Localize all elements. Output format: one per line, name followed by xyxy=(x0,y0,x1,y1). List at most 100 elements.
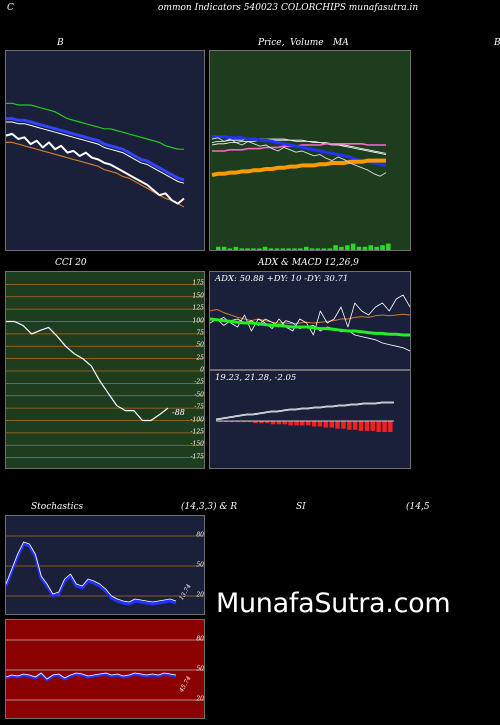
tick-label: -150 xyxy=(190,440,204,448)
macd-hist-bar xyxy=(370,421,375,431)
rsi-white-line xyxy=(6,672,177,680)
signal-line xyxy=(215,401,394,420)
tick-label: 80 xyxy=(196,531,204,539)
volume-bar xyxy=(239,248,244,250)
volume-bar xyxy=(315,248,321,250)
volume-bar xyxy=(245,248,250,250)
macd-hist-bar xyxy=(218,421,223,423)
bb-middle-line xyxy=(6,121,185,184)
stoch-k-line xyxy=(6,542,177,606)
tick-label: 80 xyxy=(196,635,204,643)
macd-hist-bar xyxy=(388,421,393,432)
macd-hist-bar xyxy=(335,421,340,429)
tick-label: -175 xyxy=(190,453,204,461)
volume-bar xyxy=(321,248,327,250)
price-ma-panel xyxy=(209,50,411,251)
volume-bar xyxy=(345,245,350,250)
macd-panel xyxy=(209,370,411,469)
volume-bar xyxy=(327,248,332,250)
price-line xyxy=(211,137,387,177)
macd-hist-bar xyxy=(300,421,305,426)
macd-hist-bar xyxy=(270,421,276,425)
adx-orange-line xyxy=(210,308,410,325)
macd-chart xyxy=(215,401,394,432)
macd-hist-bar xyxy=(276,421,282,425)
rsi-title: SI xyxy=(296,502,306,512)
rsi-tick-labels: 80 50 20 xyxy=(172,619,204,719)
bb-middle-band xyxy=(6,117,185,182)
tick-label: -75 xyxy=(194,403,204,411)
tick-label: 50 xyxy=(196,341,204,349)
macd-hist-bar xyxy=(282,421,287,425)
header-left-letter: C xyxy=(7,3,14,13)
stoch-tick-labels: 80 50 20 xyxy=(172,515,204,615)
volume-bar xyxy=(356,246,362,250)
bollinger-panel xyxy=(5,50,205,251)
adx-values-label: ADX: 50.88 +DY: 10 -DY: 30.71 xyxy=(215,274,349,284)
tick-label: -125 xyxy=(190,428,204,436)
volume-bar xyxy=(257,248,262,250)
rsi-chart xyxy=(6,639,204,701)
macd-hist-bar xyxy=(223,421,229,423)
volume-bar xyxy=(233,246,239,250)
tick-label: 0 xyxy=(200,366,204,374)
adx-line xyxy=(210,317,410,337)
macd-hist-bar xyxy=(382,421,387,432)
ma-blue-line xyxy=(212,135,387,167)
volume-bar xyxy=(386,243,391,250)
macd-hist-bar xyxy=(288,421,293,426)
volume-bar xyxy=(350,243,356,250)
cci-panel xyxy=(5,271,205,469)
watermark: MunafaSutra.com xyxy=(216,588,451,619)
volume-bar xyxy=(362,246,368,250)
macd-hist-bar xyxy=(259,421,264,424)
tick-label: 125 xyxy=(192,304,204,312)
bb-lower-line xyxy=(6,141,185,208)
macd-hist-bar xyxy=(329,421,334,428)
volume-bar xyxy=(292,248,297,250)
cci-tick-labels: 175 150 125 100 75 50 25 0 -25 -50 -75 -100 -125 -150… xyxy=(172,271,204,469)
ma-title: MA xyxy=(333,38,349,48)
adx-panel xyxy=(209,271,411,370)
stochastics-chart xyxy=(6,535,204,606)
adx-macd-title: ADX & MACD 12,26,9 xyxy=(258,258,359,268)
stoch-params: (14,3,3) & R xyxy=(181,502,238,512)
macd-hist-bar xyxy=(229,421,235,423)
volume-bar xyxy=(274,248,280,250)
cci-chart xyxy=(6,283,204,459)
volume-bar xyxy=(286,248,291,250)
ma-white-line-2 xyxy=(211,139,387,155)
cci-value-label: -88 xyxy=(172,408,185,417)
cci-line xyxy=(6,320,169,422)
volume-bar xyxy=(268,248,274,250)
macd-hist-bar xyxy=(341,421,346,429)
stochastics-panel xyxy=(5,515,205,615)
volume-bar xyxy=(339,246,344,250)
macd-hist-bar xyxy=(247,421,252,423)
bb-upper-line xyxy=(6,102,184,150)
tick-label: 150 xyxy=(192,292,204,300)
volume-bar xyxy=(380,245,385,250)
macd-hist-bar xyxy=(376,421,381,432)
tick-label: 20 xyxy=(196,695,204,703)
volume-title: Volume xyxy=(290,38,324,48)
volume-bar xyxy=(251,248,256,250)
tick-label: 175 xyxy=(192,279,204,287)
plus-di-line xyxy=(210,294,410,336)
tick-label: -100 xyxy=(190,416,204,423)
macd-hist-bar xyxy=(264,421,270,424)
price-ma-chart xyxy=(211,135,391,250)
bb-title: B xyxy=(57,38,64,48)
bollinger-chart xyxy=(6,102,185,208)
tick-label: 20 xyxy=(196,591,204,599)
tick-label: -25 xyxy=(194,378,204,386)
volume-bar xyxy=(280,248,285,250)
price-title: Price, xyxy=(258,38,285,48)
ma-orange-line xyxy=(211,158,386,177)
volume-bar xyxy=(262,246,268,250)
volume-bar xyxy=(227,248,233,250)
volume-bar xyxy=(333,245,338,250)
macd-hist-bar xyxy=(235,421,241,423)
rsi-panel xyxy=(5,619,205,719)
tick-label: 50 xyxy=(196,561,204,569)
